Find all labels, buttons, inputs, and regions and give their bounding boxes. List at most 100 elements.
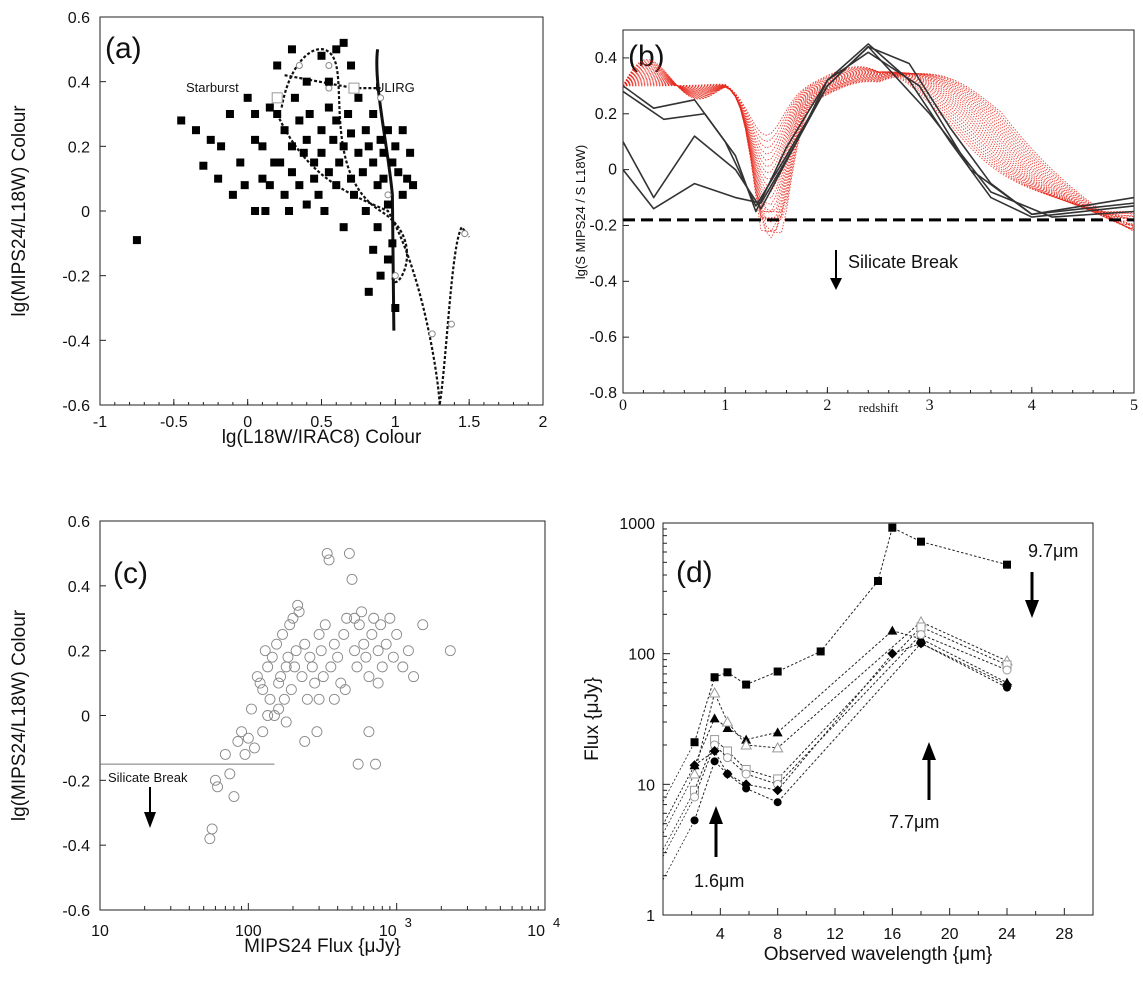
data-point [397,661,409,673]
data-point [302,200,311,209]
series-lead [662,773,695,834]
panel-b: 0 1 2 3 4 5 -0.8 -0.6 -0.4 -0.2 0 0.2 0.4 redshift lg(… [573,40,1138,415]
square-marker [816,647,825,656]
panel-d-frame [662,522,1094,916]
track-marker [325,84,333,92]
x-tick-exponent: 3 [405,915,412,930]
track-marker [325,62,333,69]
data-point [363,671,375,683]
series-lead [662,790,695,851]
data-point [251,135,260,144]
data-point [406,148,415,157]
square-marker [874,576,882,585]
circle-marker [690,816,699,825]
data-point [257,726,269,738]
data-point [243,93,252,102]
template-curve [622,71,1135,217]
data-point [269,710,280,721]
square-marker [690,738,699,747]
circle-marker [742,784,751,793]
ulirg-track [375,49,396,331]
open-circle-marker [1002,665,1012,675]
data-point [251,671,263,683]
data-point [206,823,218,835]
data-point [352,758,364,770]
series-lead [662,765,695,826]
data-point [335,158,344,167]
series-line [694,642,1008,821]
data-point [266,651,278,663]
data-point [417,619,429,631]
data-point [311,726,323,738]
data-point [369,158,378,167]
open-triangle-marker [688,767,701,779]
x-tick-label: 24 [998,926,1016,943]
circle-marker [917,639,925,648]
data-point [347,61,356,70]
data-point [347,129,356,138]
panel-label: (d) [676,556,713,589]
series-line [694,626,1008,791]
triangle-marker [772,727,783,737]
data-point [403,174,412,183]
data-point [251,207,260,215]
data-point [310,158,319,167]
y-axis-title: Flux {μJy} [582,677,603,761]
data-point [329,135,338,144]
track-marker [461,230,469,238]
template-curve [622,71,1135,214]
starburst-label: Starburst [186,80,239,95]
data-point [379,174,388,183]
data-point [402,645,414,657]
y-tick-label: -0.8 [589,385,617,402]
data-point [317,671,329,683]
track-marker [384,191,392,199]
data-point [292,599,304,611]
x-axis-title: MIPS24 Flux {μJy} [244,936,401,957]
data-point [301,693,313,705]
open-circle-marker [916,630,926,640]
data-point [349,190,358,199]
data-point [369,245,378,254]
circle-marker [773,798,782,807]
data-point [232,735,244,747]
template-curve [622,66,1135,232]
data-point [246,703,257,715]
data-point [332,181,341,190]
data-point [285,207,294,215]
y-tick-label: -0.6 [589,329,617,346]
data-point [214,174,223,183]
track-marker [377,94,385,102]
data-point [206,135,215,144]
data-point [236,158,245,167]
x-tick-label: 1 [391,414,400,431]
data-point [275,671,287,683]
data-point [328,693,340,705]
template-curve [622,67,1135,226]
data-point [270,158,279,167]
data-point [191,126,200,135]
open-triangle-marker [771,741,784,753]
open-triangle-marker [740,738,752,750]
y-axis-title: lg(S MIPS24 / S L18W) [573,145,588,279]
data-point [338,629,350,640]
data-point [339,223,348,232]
x-tick-label: -0.5 [160,414,188,431]
ulirg-label: ULIRG [375,80,415,95]
composite-track [276,113,471,406]
panel-label: (c) [113,557,148,590]
data-point [242,732,254,744]
data-point [295,181,304,190]
data-point [306,661,318,673]
data-point [254,677,266,689]
data-point [387,651,399,663]
data-point [273,110,282,118]
data-point [271,638,283,650]
data-point [228,190,237,199]
data-point [293,606,305,618]
y-tick-label: 1 [646,908,655,925]
y-axis-title: lg(MIPS24/L18W) Colour [9,609,30,821]
data-point [339,684,351,696]
x-tick-label: 1.5 [458,414,480,431]
